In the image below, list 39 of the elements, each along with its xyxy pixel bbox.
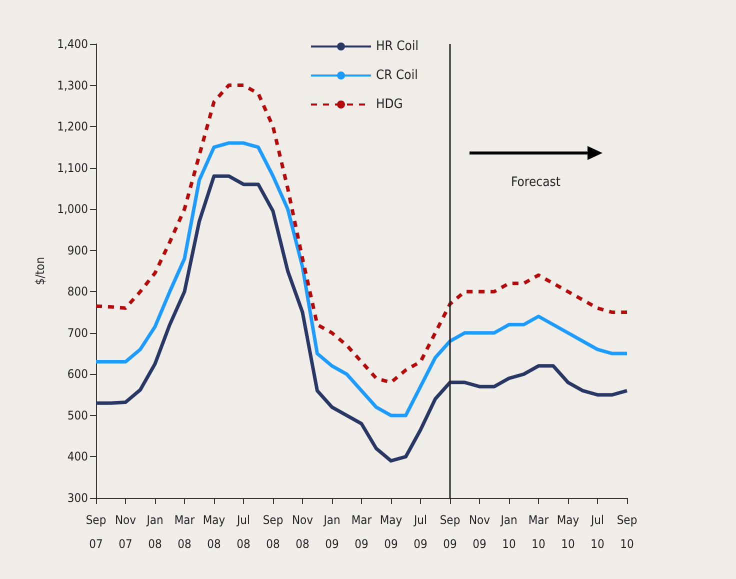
x-tick-label: May 08 [202,513,226,551]
legend-label: HDG [376,97,403,112]
y-axis-title: $/ton [33,256,47,286]
y-tick-label: 1,300 [57,78,88,92]
y-tick-label: 1,200 [57,120,88,134]
x-tick-label: Jul 08 [236,513,250,551]
x-tick-label: Mar 08 [174,513,196,551]
annotation: Forecast [511,175,561,190]
y-tick-label: 500 [67,408,88,422]
y-tick-label: 800 [67,284,88,299]
x-tick-label: Sep 10 [616,513,638,551]
x-tick-label: Jan 10 [500,513,518,551]
legend-label: CR Coil [376,68,418,83]
x-tick-label: Jan 09 [322,513,340,551]
line-series [94,174,629,463]
y-tick-label: 1,400 [57,37,88,51]
y-tick-label: 700 [67,326,88,340]
x-tick-label: Jan 08 [146,513,164,551]
legend-label: HR Coil [376,39,418,54]
y-tick-label: 400 [67,450,88,464]
x-tick-label: Sep 07 [86,513,106,551]
x-tick-label: Nov 08 [292,513,314,551]
x-tick-label: Mar 09 [351,513,372,551]
y-tick-label: 1,100 [57,160,88,175]
x-tick-label: Mar 10 [528,513,550,551]
x-tick-label: Jul 09 [412,513,428,551]
y-tick-label: 600 [67,367,88,382]
x-tick-label: Nov 07 [114,513,137,551]
x-tick-label: Nov 09 [468,513,491,551]
y-tick-label: 1,000 [57,202,88,216]
line-series [94,84,629,384]
x-tick-label: Sep 09 [440,513,460,551]
x-tick-label: Sep 08 [262,513,284,551]
x-tick-label: May 09 [380,513,403,551]
x-tick-label: Jul 10 [590,513,604,551]
y-tick-label: 300 [67,491,88,505]
y-tick-label: 900 [67,243,88,258]
line-series [94,141,629,418]
x-tick-label: May 10 [556,513,580,551]
